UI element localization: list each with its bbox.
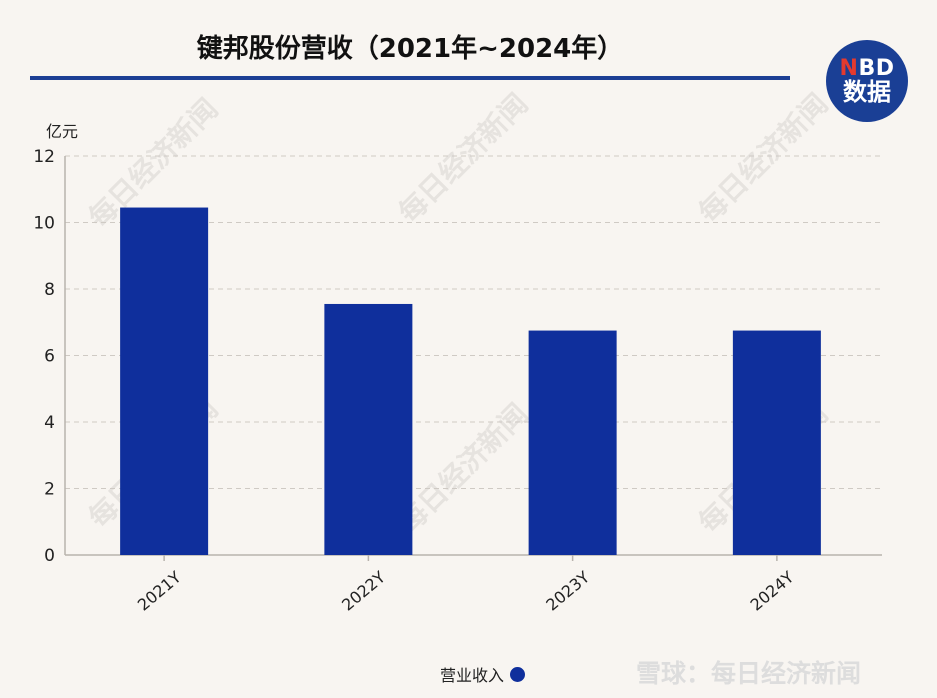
footer-watermark: 雪球：每日经济新闻 xyxy=(636,659,862,688)
chart-title: 键邦股份营收（2021年~2024年） xyxy=(196,34,624,64)
watermark-text: 每日经济新闻 xyxy=(392,87,534,229)
nbd-logo: NBD 数据 xyxy=(826,40,908,122)
bar xyxy=(732,330,821,555)
y-axis-unit: 亿元 xyxy=(46,122,79,141)
watermark-text: 每日经济新闻 xyxy=(692,87,834,229)
x-tick-label: 2021Y xyxy=(134,567,185,614)
y-tick-label: 12 xyxy=(33,147,55,167)
title-underline xyxy=(30,76,790,80)
x-tick-label: 2023Y xyxy=(542,567,593,614)
watermark-text: 每日经济新闻 xyxy=(392,397,534,539)
logo-bd: BD xyxy=(858,55,895,81)
y-tick-label: 0 xyxy=(44,546,55,566)
legend: 营业收入 xyxy=(440,662,526,686)
y-tick-label: 8 xyxy=(44,280,55,300)
logo-label: 数据 xyxy=(843,77,891,106)
bar xyxy=(528,330,617,555)
legend-label: 营业收入 xyxy=(440,666,505,685)
x-tick-label: 2022Y xyxy=(338,567,389,614)
y-tick-label: 2 xyxy=(44,480,55,500)
bar xyxy=(120,207,209,555)
y-tick-label: 10 xyxy=(33,214,55,234)
x-tick-label: 2024Y xyxy=(747,567,798,614)
logo-n: N xyxy=(839,55,859,81)
y-tick-label: 4 xyxy=(44,413,55,433)
bar xyxy=(324,303,413,555)
y-tick-label: 6 xyxy=(44,347,55,367)
legend-swatch xyxy=(510,666,526,682)
